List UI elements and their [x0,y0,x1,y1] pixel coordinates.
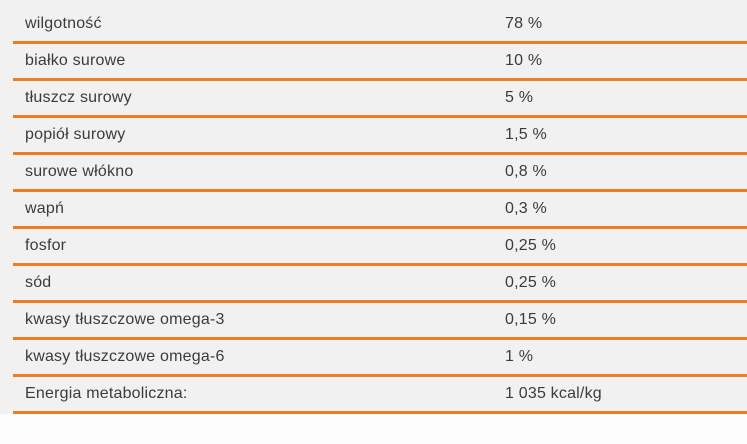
nutrition-panel: wilgotność 78 % białko surowe 10 % tłusz… [0,0,747,414]
nutrient-label: tłuszcz surowy [25,89,132,106]
nutrient-label: popiół surowy [25,126,126,143]
nutrient-label: surowe włókno [25,163,134,180]
nutrient-label: białko surowe [25,52,126,69]
nutrient-label: wilgotność [25,15,102,32]
nutrition-table: wilgotność 78 % białko surowe 10 % tłusz… [13,7,747,414]
table-row: kwasy tłuszczowe omega-6 1 % [13,340,747,377]
nutrient-value: 0,25 % [505,237,557,254]
nutrient-label: fosfor [25,237,67,254]
table-row: wilgotność 78 % [13,7,747,44]
nutrient-label: Energia metaboliczna: [25,385,188,402]
nutrient-value: 0,15 % [505,311,557,328]
nutrient-value: 78 % [505,15,543,32]
nutrient-value: 5 % [505,89,534,106]
nutrient-label: kwasy tłuszczowe omega-6 [25,348,225,365]
nutrient-value: 0,25 % [505,274,557,291]
nutrient-value: 0,3 % [505,200,547,217]
nutrient-value: 0,8 % [505,163,547,180]
nutrient-value: 10 % [505,52,543,69]
table-row: popiół surowy 1,5 % [13,118,747,155]
nutrient-label: sód [25,274,52,291]
nutrient-value: 1,5 % [505,126,547,143]
nutrient-value: 1 035 kcal/kg [505,385,602,402]
nutrient-value: 1 % [505,348,534,365]
table-row: tłuszcz surowy 5 % [13,81,747,118]
table-row: fosfor 0,25 % [13,229,747,266]
table-row: Energia metaboliczna: 1 035 kcal/kg [13,377,747,414]
table-row: białko surowe 10 % [13,44,747,81]
nutrient-label: wapń [25,200,65,217]
table-row: wapń 0,3 % [13,192,747,229]
nutrient-label: kwasy tłuszczowe omega-3 [25,311,225,328]
table-row: kwasy tłuszczowe omega-3 0,15 % [13,303,747,340]
table-row: surowe włókno 0,8 % [13,155,747,192]
table-row: sód 0,25 % [13,266,747,303]
